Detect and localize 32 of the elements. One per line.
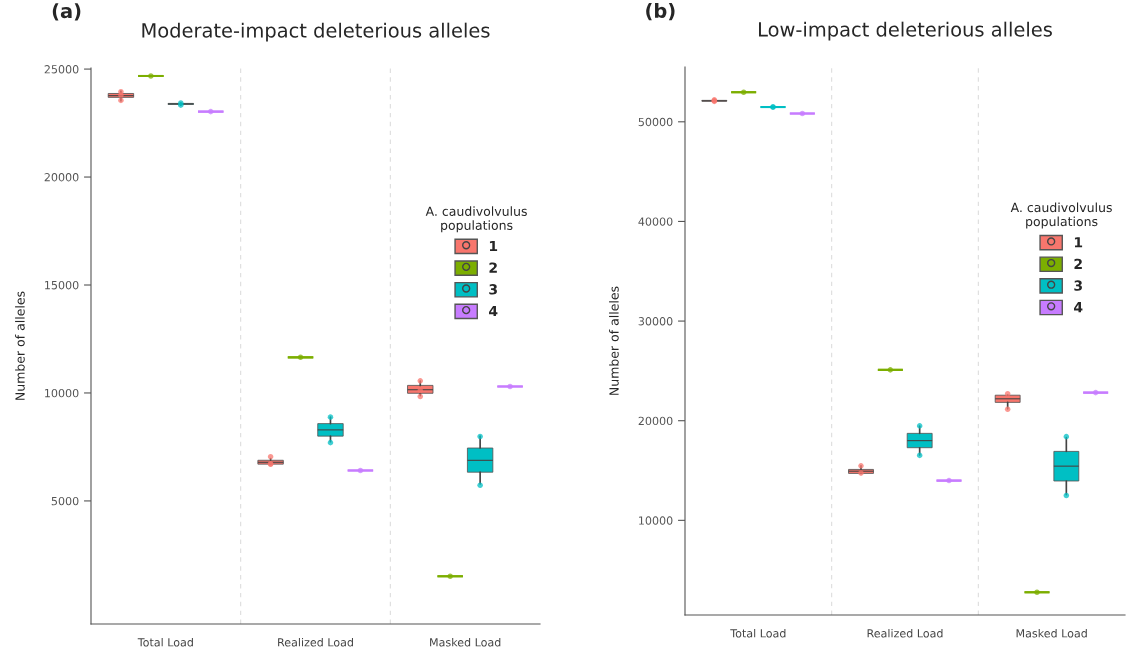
legend-label: 1 [489,240,498,252]
legend-label: 4 [1074,302,1083,313]
x-tick-label: Realized Load [278,637,353,647]
y-axis-title: Number of alleles [609,286,619,395]
y-tick-label: 5000 [51,496,79,506]
x-tick-label: Masked Load [1016,628,1087,638]
legend-label: 3 [489,284,497,295]
y-tick-label: 15000 [45,280,79,290]
legend-title: A. caudivolvulus populations [1010,202,1112,229]
y-tick-label: 50000 [638,117,673,127]
legend-label: 2 [489,262,497,273]
text: (b) [646,2,675,21]
legend-label: 1 [1074,237,1083,248]
legend-label: 4 [489,305,498,317]
legend-label: 2 [1074,258,1082,269]
chart-title: Moderate-impact deleterious alleles [142,22,490,42]
y-axis-title: Number of alleles [15,291,25,400]
y-tick-label: 25000 [44,65,79,74]
y-tick-label: 30000 [638,317,673,326]
y-tick-label: 40000 [638,217,673,226]
legend-title: A. caudivolvulus populations [425,206,527,233]
y-tick-label: 20000 [44,173,79,182]
text: (a) [52,3,81,21]
x-tick-label: Masked Load [430,637,501,647]
chart-title: Low-impact deleterious alleles [759,21,1052,41]
x-tick-label: Realized Load [867,628,943,638]
y-tick-label: 10000 [45,388,79,398]
legend-label: 3 [1074,280,1082,291]
y-tick-label: 10000 [639,516,673,525]
y-tick-label: 20000 [638,416,673,426]
x-tick-label: Total Load [137,637,193,647]
x-tick-label: Total Load [730,628,786,638]
